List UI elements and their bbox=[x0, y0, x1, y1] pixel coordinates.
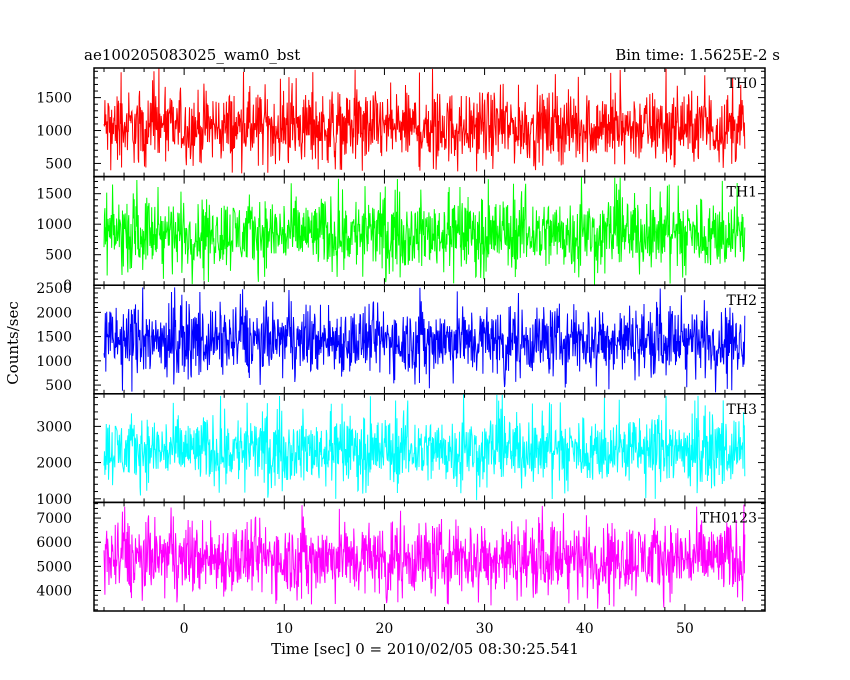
y-tick-label: 4000 bbox=[36, 583, 72, 599]
y-axis-label: Counts/sec bbox=[4, 301, 22, 385]
y-tick-label: 5000 bbox=[36, 559, 72, 575]
x-tick-label: 50 bbox=[676, 621, 694, 637]
series-th2 bbox=[103, 287, 746, 393]
series-th0123 bbox=[103, 504, 746, 609]
panel-label: TH0 bbox=[727, 76, 757, 92]
x-tick-label: 0 bbox=[180, 621, 189, 637]
y-tick-label: 7000 bbox=[36, 511, 72, 527]
bin-time-label: Bin time: 1.5625E-2 s bbox=[615, 46, 780, 64]
y-tick-label: 500 bbox=[45, 156, 72, 172]
series-th1 bbox=[103, 177, 746, 285]
panel-th0123: 4000 5000 6000 7000 TH0123 bbox=[36, 501, 766, 612]
y-tick-label: 500 bbox=[45, 248, 72, 264]
series-th3 bbox=[103, 394, 746, 501]
y-tick-label: 1500 bbox=[36, 187, 72, 203]
panel-label: TH1 bbox=[727, 185, 757, 201]
y-tick-label: 1500 bbox=[36, 91, 72, 107]
y-tick-label: 1000 bbox=[36, 354, 72, 370]
panel-th0: 500 1000 1500 TH0 bbox=[36, 67, 766, 178]
y-tick-label: 500 bbox=[45, 378, 72, 394]
panel-th2: 500 1000 1500 2000 2500 TH2 bbox=[36, 281, 766, 395]
y-tick-label: 2000 bbox=[36, 456, 72, 472]
series-th0 bbox=[103, 68, 746, 174]
panel-label: TH2 bbox=[727, 293, 757, 309]
x-tick-label: 20 bbox=[376, 621, 394, 637]
chart-title: ae100205083025_wam0_bst bbox=[84, 46, 300, 64]
y-tick-label: 2000 bbox=[36, 305, 72, 321]
x-tick-label: 30 bbox=[476, 621, 494, 637]
y-tick-label: 1000 bbox=[36, 124, 72, 140]
y-tick-label: 1000 bbox=[36, 217, 72, 233]
y-tick-label: 3000 bbox=[36, 419, 72, 435]
y-tick-label: 2500 bbox=[36, 281, 72, 297]
panel-th3: 1000 2000 3000 TH3 bbox=[36, 393, 766, 508]
panel-label: TH3 bbox=[727, 402, 757, 418]
y-tick-label: 6000 bbox=[36, 535, 72, 551]
y-tick-label: 1000 bbox=[36, 492, 72, 508]
y-tick-label: 0 bbox=[63, 278, 72, 294]
x-tick-label: 10 bbox=[275, 621, 293, 637]
panel-th1: 0 500 1000 1500 TH1 bbox=[36, 175, 766, 294]
x-axis-label: Time [sec] 0 = 2010/02/05 08:30:25.541 bbox=[271, 640, 579, 658]
x-tick-label: 40 bbox=[576, 621, 594, 637]
y-tick-label: 1500 bbox=[36, 330, 72, 346]
panel-label: TH0123 bbox=[700, 510, 757, 526]
